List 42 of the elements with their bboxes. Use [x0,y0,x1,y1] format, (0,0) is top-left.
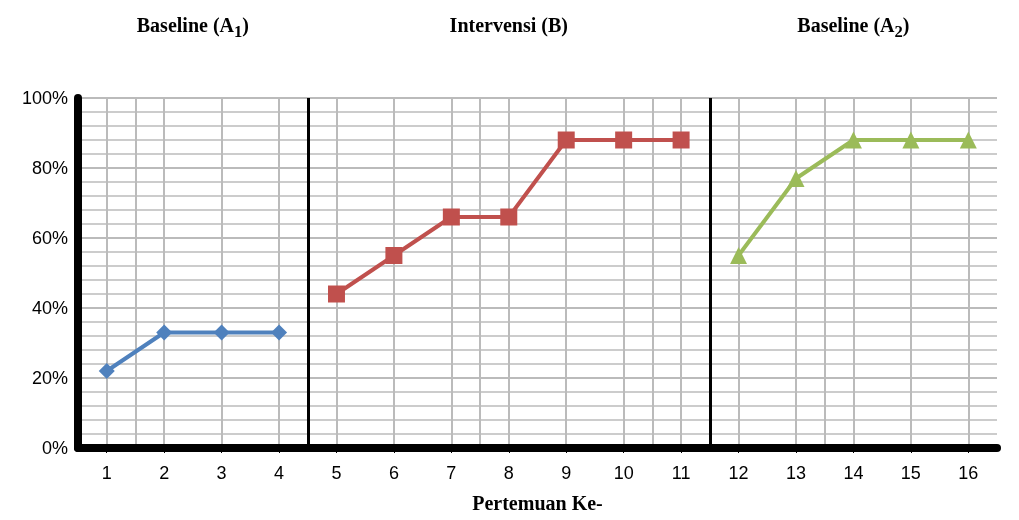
point [844,131,862,149]
x-tick-label: 13 [785,463,806,483]
x-tick-label: 1 [101,463,112,483]
point [327,285,345,303]
point [959,131,977,149]
text: Baseline (A$_{1}$) [136,14,249,42]
point [98,363,115,379]
point [615,131,633,149]
x-tick-label: 4 [274,463,285,483]
x-tick-label: 8 [503,463,514,483]
point [787,170,805,187]
point [442,208,460,226]
x-tick-label: 12 [728,463,749,483]
x-tick-label: 10 [613,463,634,483]
point [500,208,518,226]
x-tick-label: 7 [446,463,457,483]
y-tick-label: 40% [31,298,68,318]
x-tick-label: 6 [388,463,399,483]
x-tick-label: 9 [561,463,572,483]
text: Baseline (A$_{2}$) [797,14,910,42]
point [156,324,173,341]
x-axis-title: Pertemuan Ke- [472,492,603,515]
point [213,324,230,341]
x-tick-label: 15 [900,463,921,483]
x-tick-label: 11 [671,463,691,483]
y-tick-label: 20% [31,368,68,388]
point [271,324,288,341]
x-tick-label: 3 [216,463,227,483]
x-tick-label: 2 [159,463,170,483]
x-tick-label: 14 [843,463,864,483]
x-tick-label: 16 [958,463,979,483]
point [730,247,748,264]
point [385,247,403,264]
point [672,131,690,149]
y-tick-label: 100% [21,88,68,108]
y-tick-label: 80% [31,158,68,178]
text: Intervensi (B) [449,14,568,37]
x-tick-label: 5 [331,463,342,483]
point [557,131,575,149]
y-tick-label: 60% [31,228,68,248]
y-tick-label: 0% [41,438,68,458]
point [902,131,920,149]
